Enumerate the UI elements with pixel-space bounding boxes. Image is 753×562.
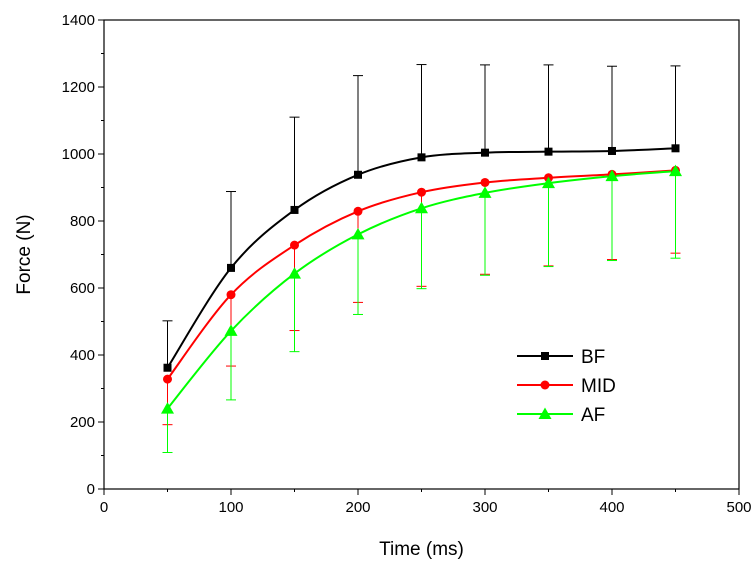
y-axis-title: Force (N) (14, 214, 35, 294)
data-point-af (669, 164, 682, 177)
legend-marker-mid (540, 380, 550, 390)
legend-label-bf: BF (581, 347, 605, 368)
data-point-bf (163, 363, 172, 372)
data-point-af (224, 324, 238, 336)
x-tick-label: 400 (599, 499, 624, 516)
data-point-bf (481, 148, 489, 157)
data-point-mid (163, 374, 172, 384)
series-line-af (166, 170, 676, 410)
data-point-bf (544, 147, 553, 156)
y-tick-label: 400 (70, 347, 95, 364)
x-tick-label: 300 (472, 499, 497, 516)
y-tick-label: 1000 (62, 146, 95, 163)
data-point-af (288, 267, 301, 279)
data-point-af (351, 227, 365, 240)
data-point-bf (671, 144, 680, 153)
y-tick-label: 1200 (62, 79, 95, 96)
y-tick-label: 800 (70, 213, 95, 230)
x-axis-title: Time (ms) (379, 539, 464, 560)
series-line-mid (166, 169, 676, 380)
data-point-af (415, 201, 428, 214)
data-point-mid (226, 290, 236, 300)
data-point-af (542, 176, 555, 189)
error-bars (162, 64, 681, 453)
legend-marker-bf (541, 352, 549, 360)
x-tick-label: 200 (345, 499, 370, 516)
data-point-af (478, 186, 492, 198)
legend-label-mid: MID (581, 376, 616, 397)
data-point-af (161, 402, 174, 414)
data-point-mid (353, 206, 363, 216)
y-axis-ticks: 0 200 400 600 800 1000 1200 1400 (62, 12, 104, 498)
legend-label-af: AF (581, 405, 605, 426)
legend-marker-af (538, 407, 552, 419)
data-point-af (605, 169, 619, 182)
data-point-bf (417, 153, 426, 162)
data-point-bf (290, 205, 299, 214)
data-point-mid (417, 187, 426, 197)
data-point-mid (480, 177, 490, 187)
x-tick-label: 100 (218, 499, 243, 516)
y-tick-label: 1400 (62, 12, 95, 29)
series-markers (161, 144, 682, 414)
data-point-mid (290, 240, 299, 250)
y-tick-label: 600 (70, 280, 95, 297)
x-axis-ticks: 0 100 200 300 400 500 (100, 489, 752, 516)
y-tick-label: 0 (87, 481, 95, 498)
y-tick-label: 200 (70, 414, 95, 431)
data-point-bf (227, 263, 235, 272)
data-point-bf (608, 146, 616, 155)
data-point-bf (354, 170, 362, 179)
legend: BF MID AF (517, 347, 616, 426)
x-tick-label: 0 (100, 499, 108, 516)
x-tick-label: 500 (726, 499, 751, 516)
